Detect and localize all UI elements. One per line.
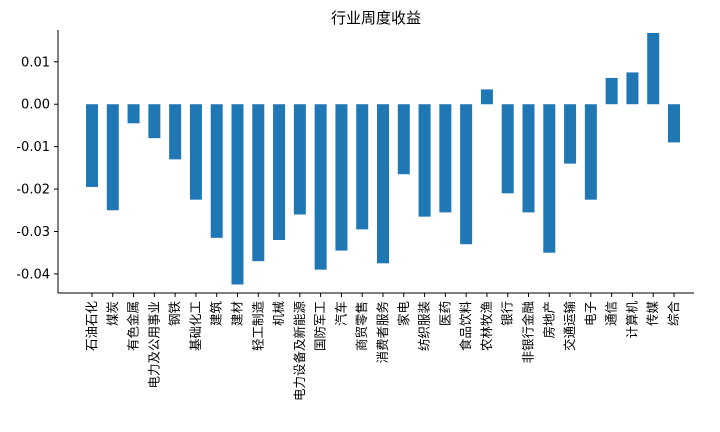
bar-14	[377, 104, 389, 264]
bar-3	[148, 104, 161, 139]
bar-7	[231, 104, 244, 285]
bar-23	[564, 104, 577, 164]
bar-13	[356, 104, 369, 230]
bar-22	[543, 104, 556, 253]
x-tick-label-24: 电子	[583, 301, 598, 326]
bar-28	[668, 104, 680, 143]
x-tick-label-5: 基础化工	[188, 301, 203, 351]
x-tick-label-23: 交通运输	[562, 301, 577, 352]
x-tick-label-18: 食品饮料	[458, 301, 473, 352]
bar-24	[584, 104, 597, 200]
x-tick-label-3: 电力及公用事业	[146, 301, 161, 389]
bar-0	[86, 104, 98, 187]
x-tick-label-1: 煤炭	[105, 301, 120, 326]
x-tick-label-28: 综合	[666, 301, 681, 327]
x-tick-label-16: 纺织服装	[417, 301, 432, 351]
bar-26	[626, 72, 639, 105]
x-tick-label-10: 电力设备及新能源	[292, 301, 307, 402]
bar-16	[418, 104, 431, 217]
bar-9	[273, 104, 286, 240]
x-tick-label-20: 银行	[500, 301, 515, 326]
x-ticks-group: 石油石化 煤炭 有色金属 电力及公用事业 钢铁 基础化工 建筑 建材 轻工制造 机械 电力设备及新能…	[84, 293, 681, 401]
bar-12	[335, 104, 348, 251]
bar-19	[480, 89, 493, 105]
y-tick-label-3: -0.02	[16, 183, 50, 198]
x-tick-label-8: 轻工制造	[250, 301, 265, 352]
bar-5	[189, 104, 202, 200]
x-tick-label-9: 机械	[271, 301, 286, 327]
x-tick-label-13: 商贸零售	[354, 301, 369, 351]
x-tick-label-15: 家电	[396, 301, 411, 327]
y-tick-label-4: -0.03	[16, 225, 50, 240]
chart-title: 行业周度收益	[331, 9, 421, 27]
bar-15	[397, 104, 410, 175]
bar-8	[252, 104, 265, 262]
bars-group	[86, 32, 680, 285]
x-tick-label-21: 非银行金融	[521, 301, 536, 364]
bar-27	[647, 32, 660, 105]
x-tick-label-7: 建材	[230, 301, 245, 326]
bar-20	[501, 104, 514, 194]
bar-2	[127, 104, 140, 124]
x-tick-label-27: 传媒	[645, 301, 660, 327]
x-tick-label-19: 农林牧渔	[479, 301, 494, 351]
x-tick-label-0: 石油石化	[84, 301, 99, 352]
x-tick-label-26: 计算机	[624, 301, 639, 339]
x-tick-label-6: 建筑	[209, 301, 224, 327]
bar-10	[293, 104, 306, 215]
x-tick-label-17: 医药	[437, 301, 452, 326]
bar-17	[439, 104, 452, 213]
x-tick-label-22: 房地产	[541, 301, 556, 339]
x-tick-label-2: 有色金属	[126, 301, 141, 351]
y-ticks-group: 0.01 0.00 -0.01 -0.02 -0.03 -0.04	[16, 55, 58, 282]
bar-4	[169, 104, 182, 160]
x-tick-label-11: 国防军工	[313, 301, 328, 351]
x-tick-label-25: 通信	[604, 301, 619, 326]
y-tick-label-5: -0.04	[16, 267, 50, 282]
x-tick-label-12: 汽车	[333, 301, 348, 326]
bar-11	[314, 104, 327, 270]
bar-6	[210, 104, 223, 238]
y-tick-label-1: 0.00	[21, 98, 50, 113]
x-tick-label-4: 钢铁	[167, 301, 182, 327]
bar-25	[605, 77, 618, 105]
bar-18	[460, 104, 473, 245]
x-tick-label-14: 消费者服务	[375, 301, 390, 364]
y-tick-label-2: -0.01	[16, 140, 50, 155]
y-tick-label-0: 0.01	[21, 55, 50, 70]
bar-1	[106, 104, 119, 211]
bar-21	[522, 104, 535, 213]
